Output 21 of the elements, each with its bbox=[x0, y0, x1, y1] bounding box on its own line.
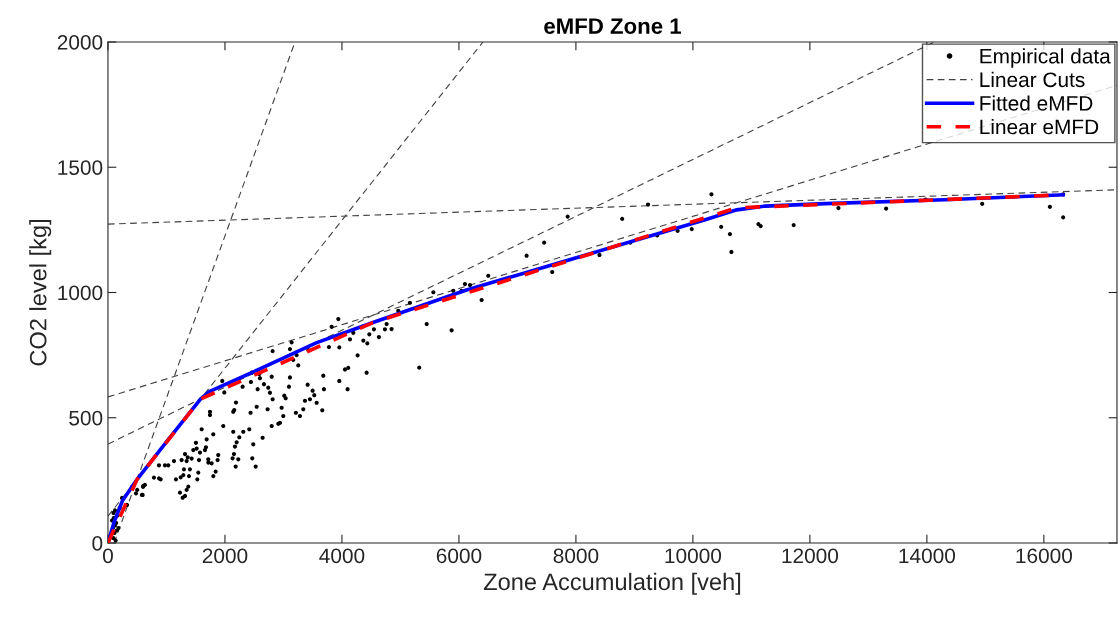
legend-label: Empirical data bbox=[980, 48, 1111, 68]
x-tick-label: 8000 bbox=[553, 548, 599, 564]
y-tick-label: 500 bbox=[69, 410, 103, 426]
x-tick-label: 2000 bbox=[202, 548, 248, 564]
x-tick-label: 4000 bbox=[319, 548, 365, 564]
x-tick-label: 12000 bbox=[782, 548, 839, 564]
legend-label: Linear Cuts bbox=[980, 71, 1085, 88]
x-tick-label: 14000 bbox=[899, 548, 956, 564]
x-tick-label: 0 bbox=[102, 548, 113, 564]
chart-title: eMFD Zone 1 bbox=[544, 18, 681, 34]
legend-label: Linear eMFD bbox=[980, 119, 1099, 135]
y-tick-label: 1000 bbox=[58, 285, 103, 301]
y-axis-title: CO2 level [kg] bbox=[29, 220, 52, 366]
legend-label: Fitted eMFD bbox=[980, 95, 1093, 111]
x-axis-title: Zone Accumulation [veh] bbox=[483, 572, 741, 595]
y-tick-label: 1500 bbox=[58, 160, 103, 175]
x-tick-label: 10000 bbox=[665, 548, 722, 564]
y-tick-label: 0 bbox=[92, 536, 103, 551]
x-tick-label: 6000 bbox=[436, 548, 482, 564]
x-tick-label: 16000 bbox=[1016, 548, 1073, 564]
y-tick-label: 2000 bbox=[57, 35, 103, 50]
